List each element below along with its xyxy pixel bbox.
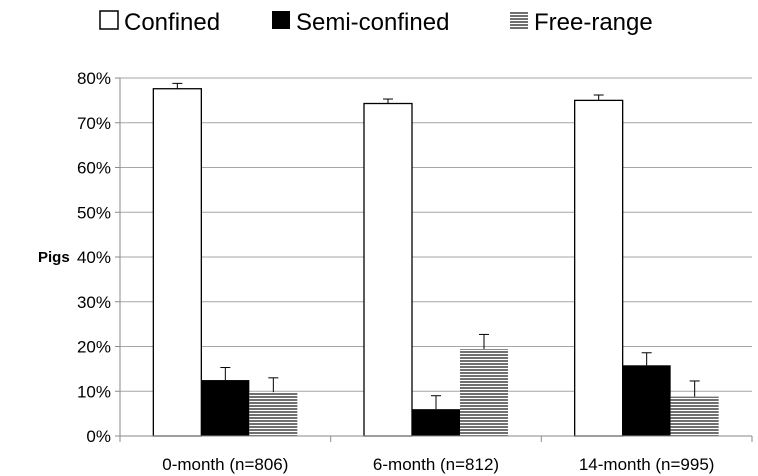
bar-confined: [574, 99, 624, 437]
category-labels: 0-month (n=806) 6-month (n=812) 14-month (…: [162, 455, 714, 474]
bar-confined: [152, 88, 202, 437]
bar-confined: [363, 102, 413, 437]
x-tick-label: 14-month (n=995): [579, 455, 715, 474]
y-tick-label: 50%: [77, 203, 111, 222]
legend-item-confined: Confined: [99, 9, 220, 36]
legend-swatch-free-range: [510, 11, 528, 29]
bars: [152, 88, 719, 437]
legend-label-semi-confined: Semi-confined: [296, 9, 449, 36]
bar-semi-confined: [201, 380, 250, 436]
x-tick-label: 0-month (n=806): [162, 455, 288, 474]
y-axis-label: Pigs: [38, 249, 70, 266]
y-tick-label: 40%: [77, 248, 111, 267]
legend: Confined Semi-confined Free-range: [99, 9, 653, 36]
y-tick-label: 20%: [77, 338, 111, 357]
legend-label-free-range: Free-range: [534, 9, 653, 36]
y-tick-label: 70%: [77, 114, 111, 133]
legend-item-semi-confined: Semi-confined: [272, 9, 449, 36]
y-tick-label: 0%: [86, 427, 111, 446]
y-tick-label: 80%: [77, 69, 111, 88]
y-axis-ticks: 0% 10% 20% 30% 40% 50% 60% 70% 80%: [77, 69, 120, 446]
bar-free-range: [460, 349, 508, 436]
error-bars: [172, 82, 700, 410]
y-tick-label: 60%: [77, 159, 111, 178]
gridlines: [120, 77, 752, 392]
bar-semi-confined: [412, 409, 460, 436]
x-axis-ticks: [119, 436, 753, 442]
y-tick-label: 30%: [77, 293, 111, 312]
legend-swatch-semi-confined: [272, 11, 290, 29]
legend-swatch-confined: [99, 10, 119, 30]
bar-free-range: [670, 396, 719, 436]
bar-semi-confined: [622, 365, 671, 436]
y-tick-label: 10%: [77, 382, 111, 401]
legend-label-confined: Confined: [124, 9, 220, 36]
bar-free-range: [249, 392, 298, 436]
x-tick-label: 6-month (n=812): [373, 455, 499, 474]
legend-item-free-range: Free-range: [510, 9, 653, 36]
